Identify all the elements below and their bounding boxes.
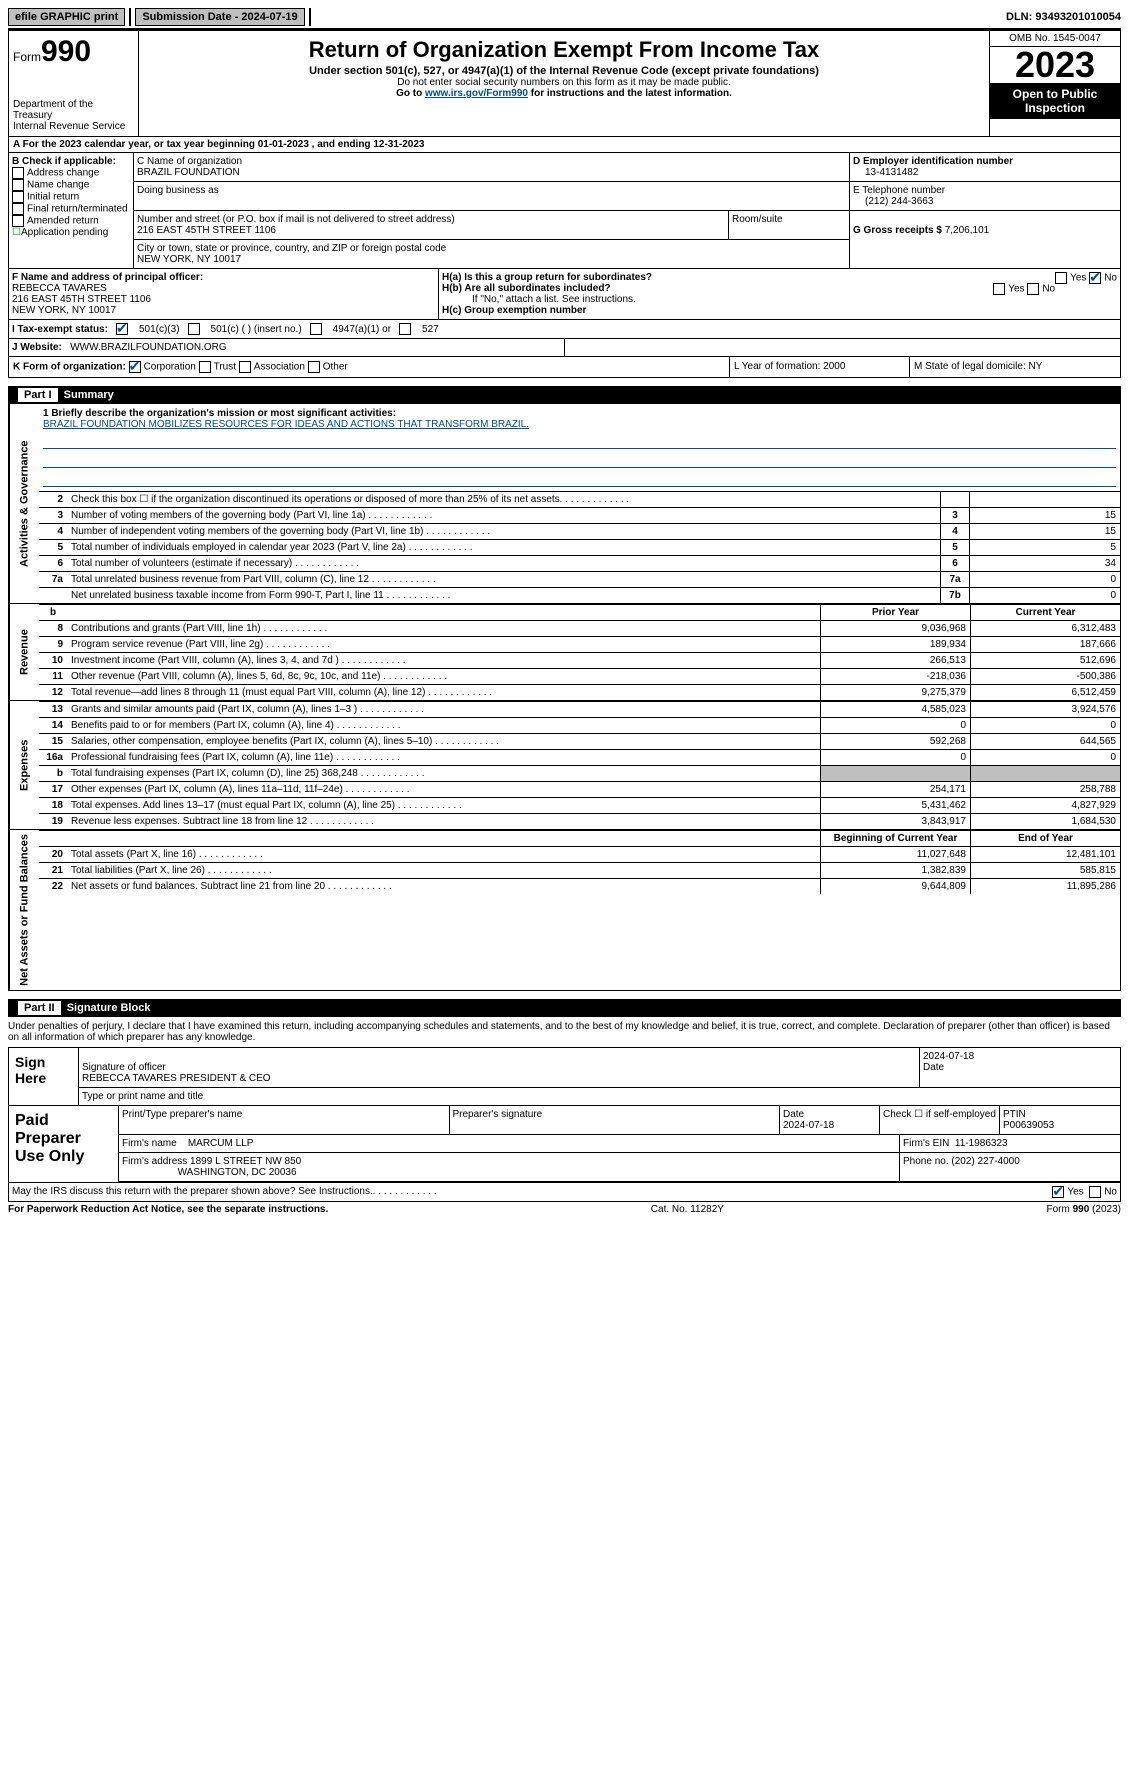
- sidelabel-revenue: Revenue: [9, 604, 39, 700]
- sidelabel-netassets: Net Assets or Fund Balances: [9, 830, 39, 990]
- box-b: B Check if applicable: Address change Na…: [9, 153, 134, 269]
- fin-line: 19Revenue less expenses. Subtract line 1…: [39, 813, 1120, 829]
- box-f-h: F Name and address of principal officer:…: [8, 269, 1121, 320]
- part-i-header: Part I Summary: [8, 386, 1121, 404]
- discuss-row: May the IRS discuss this return with the…: [8, 1183, 1121, 1202]
- divider: [309, 8, 311, 26]
- sidelabel-expenses: Expenses: [9, 701, 39, 829]
- fin-line: 18Total expenses. Add lines 13–17 (must …: [39, 797, 1120, 813]
- mission-text[interactable]: BRAZIL FOUNDATION MOBILIZES RESOURCES FO…: [43, 419, 529, 430]
- fin-line: 12Total revenue—add lines 8 through 11 (…: [39, 684, 1120, 700]
- gov-line: 7aTotal unrelated business revenue from …: [39, 571, 1120, 587]
- header-right: OMB No. 1545-0047 2023 Open to Public In…: [990, 31, 1120, 136]
- fin-line: 10Investment income (Part VIII, column (…: [39, 652, 1120, 668]
- form-title: Return of Organization Exempt From Incom…: [143, 37, 985, 63]
- gov-line: 5Total number of individuals employed in…: [39, 539, 1120, 555]
- fin-line: 17Other expenses (Part IX, column (A), l…: [39, 781, 1120, 797]
- fin-line: 13Grants and similar amounts paid (Part …: [39, 701, 1120, 717]
- signature-intro: Under penalties of perjury, I declare th…: [8, 1017, 1121, 1047]
- divider: [129, 8, 131, 26]
- sign-here: Sign Here Signature of officerREBECCA TA…: [8, 1047, 1121, 1106]
- fin-line: 8Contributions and grants (Part VIII, li…: [39, 620, 1120, 636]
- gov-line: Net unrelated business taxable income fr…: [39, 587, 1120, 603]
- page-footer: For Paperwork Reduction Act Notice, see …: [8, 1202, 1121, 1215]
- fin-line: 21Total liabilities (Part X, line 26)1,3…: [39, 862, 1120, 878]
- fin-line: 16aProfessional fundraising fees (Part I…: [39, 749, 1120, 765]
- fin-line: 20Total assets (Part X, line 16)11,027,6…: [39, 846, 1120, 862]
- summary-expenses: Expenses 13Grants and similar amounts pa…: [8, 701, 1121, 830]
- identity-grid: B Check if applicable: Address change Na…: [8, 153, 1121, 269]
- fin-line: 11Other revenue (Part VIII, column (A), …: [39, 668, 1120, 684]
- form-header: Form990 Department of the Treasury Inter…: [8, 30, 1121, 137]
- summary-governance: Activities & Governance 1 Briefly descri…: [8, 404, 1121, 604]
- summary-netassets: Net Assets or Fund Balances Beginning of…: [8, 830, 1121, 991]
- summary-revenue: Revenue bPrior YearCurrent Year 8Contrib…: [8, 604, 1121, 701]
- row-a-tax-year: A For the 2023 calendar year, or tax yea…: [8, 137, 1121, 153]
- gov-line: 3Number of voting members of the governi…: [39, 507, 1120, 523]
- row-k: K Form of organization: Corporation Trus…: [8, 357, 1121, 378]
- gov-line: 2Check this box ☐ if the organization di…: [39, 491, 1120, 507]
- mission: 1 Briefly describe the organization's mi…: [39, 404, 1120, 491]
- header-mid: Return of Organization Exempt From Incom…: [139, 31, 990, 136]
- dln: DLN: 93493201010054: [1006, 11, 1121, 23]
- box-d-e-g: D Employer identification number13-41314…: [850, 153, 1120, 269]
- topbar: efile GRAPHIC print Submission Date - 20…: [8, 8, 1121, 30]
- box-c: C Name of organizationBRAZIL FOUNDATION …: [134, 153, 850, 269]
- efile-button[interactable]: efile GRAPHIC print: [8, 8, 125, 26]
- submission-date: Submission Date - 2024-07-19: [135, 8, 304, 26]
- row-j-website: J Website: WWW.BRAZILFOUNDATION.ORG: [8, 339, 1121, 357]
- fin-line: 22Net assets or fund balances. Subtract …: [39, 878, 1120, 894]
- part-ii-header: Part II Signature Block: [8, 999, 1121, 1017]
- irs-link[interactable]: www.irs.gov/Form990: [425, 88, 528, 99]
- gov-line: 6Total number of volunteers (estimate if…: [39, 555, 1120, 571]
- fin-line: 15Salaries, other compensation, employee…: [39, 733, 1120, 749]
- fin-line: 9Program service revenue (Part VIII, lin…: [39, 636, 1120, 652]
- header-left: Form990 Department of the Treasury Inter…: [9, 31, 139, 136]
- gov-line: 4Number of independent voting members of…: [39, 523, 1120, 539]
- sidelabel-governance: Activities & Governance: [9, 404, 39, 603]
- row-i-tax-status: I Tax-exempt status: 501(c)(3) 501(c) ( …: [8, 320, 1121, 339]
- fin-line: 14Benefits paid to or for members (Part …: [39, 717, 1120, 733]
- fin-line: bTotal fundraising expenses (Part IX, co…: [39, 765, 1120, 781]
- paid-preparer: Paid Preparer Use Only Print/Type prepar…: [8, 1106, 1121, 1183]
